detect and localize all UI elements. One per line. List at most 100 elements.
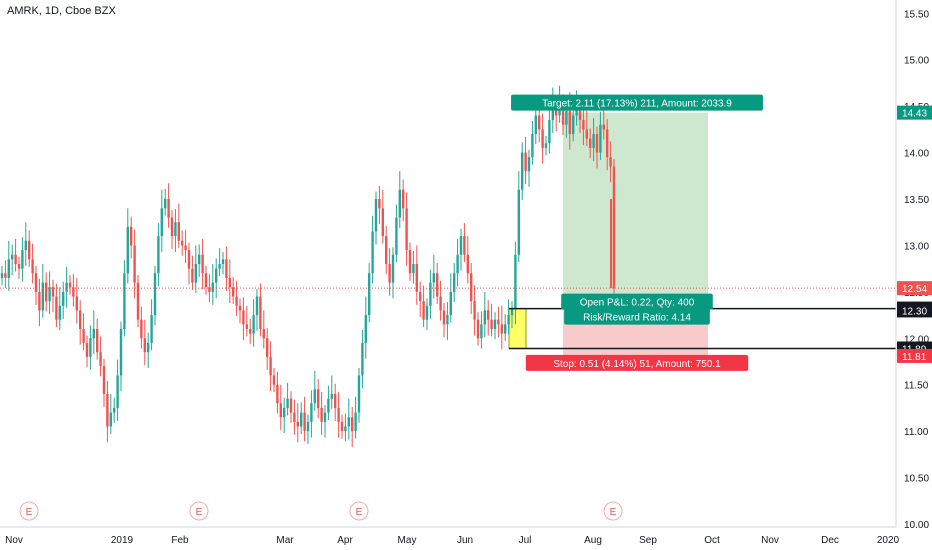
candle-body xyxy=(153,273,157,316)
candle-body xyxy=(466,254,469,274)
candle-body xyxy=(347,417,350,427)
candle-body xyxy=(548,120,551,144)
candle-body xyxy=(303,412,306,432)
x-tick-label: Nov xyxy=(5,535,23,546)
candle-body xyxy=(334,394,337,408)
candle-body xyxy=(211,282,214,292)
candle-body xyxy=(92,329,95,339)
candle-body xyxy=(24,240,27,251)
candle-body xyxy=(473,301,476,320)
candle-body xyxy=(191,268,194,283)
candle-body xyxy=(585,129,588,139)
candle-body xyxy=(442,310,446,325)
target-label: Target: 2.11 (17.13%) 211, Amount: 2033.… xyxy=(542,99,732,110)
candle-body xyxy=(143,338,146,353)
candle-body xyxy=(395,217,398,255)
candle-body xyxy=(102,366,106,394)
candle-body xyxy=(565,110,568,125)
candle-body xyxy=(463,236,466,255)
candle-body xyxy=(310,403,313,422)
candle-body xyxy=(228,277,231,288)
candle-body xyxy=(534,115,537,134)
risk-reward-label: Risk/Reward Ratio: 4.14 xyxy=(583,313,691,324)
earnings-marker[interactable] xyxy=(349,501,369,521)
candle-body xyxy=(181,240,184,246)
candle-body xyxy=(449,291,452,316)
candle-body xyxy=(541,129,544,148)
candle-body xyxy=(21,250,24,269)
x-tick-label: Nov xyxy=(761,535,779,546)
candle-body xyxy=(589,138,592,148)
candle-body xyxy=(385,236,388,264)
candle-body xyxy=(415,264,418,292)
candle-body xyxy=(116,375,119,408)
candle-body xyxy=(497,319,500,325)
candle-body xyxy=(521,152,524,190)
y-tick-label: 12.00 xyxy=(904,334,929,345)
earnings-marker[interactable] xyxy=(189,501,209,521)
candle-body xyxy=(160,208,163,237)
candle-body xyxy=(62,291,65,306)
candle-body xyxy=(167,199,170,218)
candle-body xyxy=(45,282,48,302)
candle-body xyxy=(480,324,483,339)
x-tick-label: Aug xyxy=(584,535,602,546)
candle-body xyxy=(72,287,75,297)
earnings-marker-label: E xyxy=(196,507,203,518)
candle-body xyxy=(493,319,497,329)
candle-body xyxy=(150,315,153,343)
candle-body xyxy=(82,329,85,343)
y-tick-label: 10.00 xyxy=(904,520,929,531)
candle-body xyxy=(293,412,296,422)
candle-body xyxy=(225,259,228,278)
candle-body xyxy=(58,305,61,320)
candle-body xyxy=(313,389,316,404)
candle-body xyxy=(51,287,55,297)
candle-body xyxy=(517,189,520,255)
price-badge-label: 12.54 xyxy=(902,284,927,295)
candle-body xyxy=(490,319,493,329)
candle-body xyxy=(408,250,412,274)
candle-body xyxy=(575,106,578,116)
candle-body xyxy=(374,199,378,232)
y-tick-label: 10.50 xyxy=(904,474,929,485)
price-axis[interactable] xyxy=(896,0,932,550)
candle-body xyxy=(531,134,534,158)
earnings-marker[interactable] xyxy=(603,501,623,521)
candle-body xyxy=(170,217,174,237)
price-badge xyxy=(897,281,932,296)
candle-body xyxy=(317,389,320,408)
candle-body xyxy=(337,407,340,422)
candle-body xyxy=(609,157,612,167)
profit-zone[interactable] xyxy=(563,112,708,309)
candle-body xyxy=(300,412,303,427)
candle-body xyxy=(361,342,364,376)
x-tick-label: 2020 xyxy=(877,535,900,546)
candle-body xyxy=(504,324,507,334)
candle-body xyxy=(187,250,191,269)
candle-body xyxy=(184,245,187,251)
candle-body xyxy=(476,319,480,339)
candle-body xyxy=(79,310,82,329)
symbol-title: AMRK, 1D, Cboe BZX xyxy=(7,5,116,17)
candle-body xyxy=(133,245,136,283)
candle-body xyxy=(351,417,354,432)
candle-body xyxy=(85,342,89,357)
candle-body xyxy=(238,305,242,311)
candle-body xyxy=(320,407,323,422)
earnings-marker[interactable] xyxy=(19,501,39,521)
candle-body xyxy=(177,222,180,241)
candle-body xyxy=(398,189,401,218)
candle-body xyxy=(89,338,92,357)
candle-body xyxy=(453,273,456,292)
candle-body xyxy=(602,124,605,130)
candle-body xyxy=(123,273,126,329)
open-pl-label-bg xyxy=(561,293,713,310)
candle-body xyxy=(391,254,395,283)
candle-body xyxy=(232,287,235,297)
candle-body xyxy=(432,273,435,283)
candle-body xyxy=(249,329,252,334)
candle-body xyxy=(164,199,167,209)
